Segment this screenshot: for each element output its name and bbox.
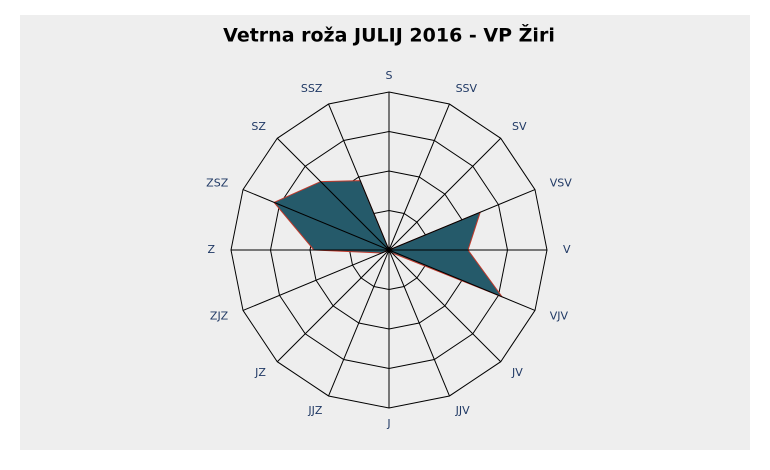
axis-label: ZJZ bbox=[210, 310, 229, 323]
spoke bbox=[388, 249, 502, 363]
axis-label: SSV bbox=[456, 82, 478, 95]
chart-title: Vetrna roža JULIJ 2016 - VP Žiri bbox=[223, 24, 555, 47]
spoke bbox=[388, 189, 536, 251]
axis-label: V bbox=[563, 243, 571, 256]
spoke bbox=[242, 189, 390, 251]
spoke bbox=[328, 103, 390, 251]
spoke bbox=[242, 249, 390, 311]
axis-label: Z bbox=[207, 243, 215, 256]
spoke bbox=[276, 137, 390, 251]
spoke bbox=[276, 249, 390, 363]
axis-label: SV bbox=[512, 120, 527, 133]
spoke bbox=[388, 249, 450, 397]
chart-background bbox=[20, 15, 750, 450]
axis-label: VSV bbox=[550, 176, 573, 189]
axis-label: VJV bbox=[550, 310, 569, 323]
axis-label: JJV bbox=[455, 404, 470, 417]
spoke bbox=[328, 249, 390, 397]
spoke bbox=[388, 249, 536, 311]
axis-label: SZ bbox=[251, 120, 266, 133]
axis-label: S bbox=[386, 69, 393, 82]
axis-label: ZSZ bbox=[206, 176, 229, 189]
axis-label: JZ bbox=[254, 366, 266, 379]
spoke bbox=[388, 103, 450, 251]
axis-label: SSZ bbox=[301, 82, 323, 95]
axis-label: J bbox=[386, 417, 390, 430]
spoke bbox=[388, 137, 502, 251]
axis-label: JV bbox=[511, 366, 523, 379]
axis-label: JJZ bbox=[307, 404, 322, 417]
